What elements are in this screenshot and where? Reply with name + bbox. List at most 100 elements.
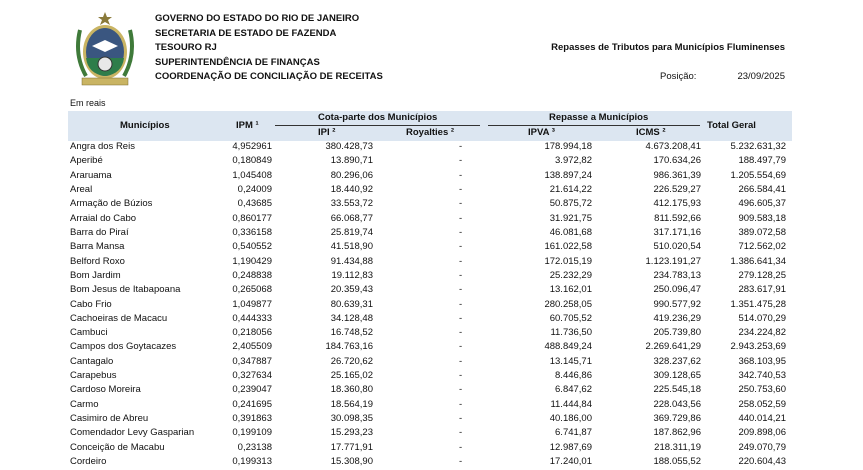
- cell-icms: 188.055,52: [653, 456, 701, 468]
- cell-royalties: -: [459, 355, 463, 367]
- cell-ipva: 8.446,86: [555, 370, 592, 382]
- cell-ipi: 16.748,52: [330, 327, 373, 339]
- col-municipios: Municípios: [120, 120, 170, 131]
- cell-ipva: 6.741,87: [555, 427, 592, 439]
- cell-total: 188.497,79: [738, 155, 786, 167]
- cell-royalties: -: [459, 255, 463, 267]
- cell-total: 496.605,37: [738, 198, 786, 210]
- cell-ipi: 18.564,19: [330, 398, 373, 410]
- cell-ipi: 30.098,35: [330, 413, 373, 425]
- cell-ipm: 0,265068: [232, 284, 272, 296]
- col-total: Total Geral: [707, 120, 756, 131]
- cell-ipm: 1,049877: [232, 298, 272, 310]
- cell-royalties: -: [459, 284, 463, 296]
- cell-ipm: 0,336158: [232, 226, 272, 238]
- cell-ipva: 178.994,18: [544, 141, 592, 152]
- cell-ipva: 6.847,62: [555, 384, 592, 396]
- state-logo: [72, 10, 138, 88]
- cell-icms: 412.175,93: [653, 198, 701, 210]
- cell-icms: 205.739,80: [653, 327, 701, 339]
- cell-icms: 986.361,39: [653, 169, 701, 181]
- cell-total: 220.604,43: [738, 456, 786, 468]
- cell-ipi: 34.128,48: [330, 312, 373, 324]
- table-row: Armação de Búzios 0,43685 33.553,72 - 50.875…: [0, 198, 863, 212]
- cell-ipva: 11.736,50: [550, 327, 592, 339]
- cell-ipi: 184.763,16: [325, 341, 373, 353]
- cell-royalties: -: [459, 341, 463, 353]
- table-row: Comendador Levy Gasparian 0,199109 15.293,…: [0, 427, 863, 441]
- table-row: Cachoeiras de Macacu 0,444333 34.128,48 - 60…: [0, 313, 863, 327]
- cell-royalties: -: [459, 370, 463, 382]
- cell-municipality: Campos dos Goytacazes: [70, 341, 177, 353]
- cell-total: 209.898,06: [738, 427, 786, 439]
- cell-icms: 234.783,13: [653, 269, 701, 281]
- table-row: Cordeiro 0,199313 15.308,90 - 17.240,01 188.0…: [0, 456, 863, 470]
- header-line-secretariat: SECRETARIA DE ESTADO DE FAZENDA: [155, 28, 337, 39]
- cell-royalties: -: [459, 413, 463, 425]
- cell-ipi: 25.819,74: [330, 226, 373, 238]
- cell-ipva: 280.258,05: [544, 298, 592, 310]
- cell-royalties: -: [459, 226, 463, 238]
- table-row: Aperibé 0,180849 13.890,71 - 3.972,82 170.634…: [0, 155, 863, 169]
- cell-municipality: Aperibé: [70, 155, 103, 167]
- cell-royalties: -: [459, 198, 463, 210]
- cell-ipm: 0,391863: [232, 413, 272, 425]
- cell-municipality: Cantagalo: [70, 355, 114, 367]
- cell-ipi: 33.553,72: [330, 198, 373, 210]
- cell-ipm: 0,43685: [237, 198, 272, 210]
- cell-ipm: 2,405509: [232, 341, 272, 353]
- cell-ipva: 13.162,01: [549, 284, 592, 296]
- cell-total: 5.232.631,32: [730, 141, 786, 152]
- table-row: Belford Roxo 1,190429 91.434,88 - 172.015,19…: [0, 256, 863, 270]
- cell-icms: 225.545,18: [653, 384, 701, 396]
- unit-note: Em reais: [70, 98, 106, 108]
- table-row: Carmo 0,241695 18.564,19 - 11.444,84 228.043,…: [0, 399, 863, 413]
- cell-royalties: -: [459, 298, 463, 310]
- cell-ipi: 80.296,06: [330, 169, 373, 181]
- cell-ipi: 66.068,77: [330, 212, 373, 224]
- cell-icms: 328.237,62: [653, 355, 701, 367]
- cell-ipva: 40.186,00: [549, 413, 592, 425]
- cell-ipi: 380.428,73: [325, 141, 373, 152]
- cell-total: 250.753,60: [738, 384, 786, 396]
- cell-municipality: Conceição de Macabu: [70, 441, 165, 453]
- cell-municipality: Araruama: [70, 169, 112, 181]
- cell-municipality: Carmo: [70, 398, 99, 410]
- cell-icms: 419.236,29: [653, 312, 701, 324]
- cell-total: 440.014,21: [738, 413, 786, 425]
- cell-icms: 2.269.641,29: [645, 341, 701, 353]
- cell-icms: 990.577,92: [653, 298, 701, 310]
- cell-municipality: Cordeiro: [70, 456, 107, 468]
- col-ipva: IPVA ³: [528, 127, 555, 138]
- cell-royalties: -: [459, 183, 463, 195]
- header-line-government: GOVERNO DO ESTADO DO RIO DE JANEIRO: [155, 13, 360, 24]
- group-rule: [488, 125, 700, 126]
- cell-ipm: 0,23138: [237, 441, 272, 453]
- cell-total: 283.617,91: [738, 284, 786, 296]
- group-repasse: Repasse a Municípios: [549, 112, 649, 123]
- col-ipm: IPM ¹: [236, 120, 259, 131]
- cell-ipm: 0,199109: [232, 427, 272, 439]
- table-row: Conceição de Macabu 0,23138 17.771,91 - 12.9…: [0, 442, 863, 456]
- cell-ipm: 0,218056: [232, 327, 272, 339]
- table-row: Areal 0,24009 18.440,92 - 21.614,22 226.529,2…: [0, 184, 863, 198]
- header-line-coordination: COORDENAÇÃO DE CONCILIAÇÃO DE RECEITAS: [155, 71, 383, 82]
- cell-ipm: 0,327634: [232, 370, 272, 382]
- cell-municipality: Bom Jesus de Itabapoana: [70, 284, 181, 296]
- cell-municipality: Cabo Frio: [70, 298, 112, 310]
- cell-total: 514.070,29: [738, 312, 786, 324]
- cell-ipi: 26.720,62: [330, 355, 373, 367]
- table-row: Cantagalo 0,347887 26.720,62 - 13.145,71 328.…: [0, 356, 863, 370]
- cell-icms: 4.673.208,41: [645, 141, 701, 152]
- col-royalties: Royalties ²: [406, 127, 455, 138]
- cell-municipality: Cachoeiras de Macacu: [70, 312, 168, 324]
- cell-municipality: Arraial do Cabo: [70, 212, 137, 224]
- cell-ipi: 18.360,80: [330, 384, 373, 396]
- cell-ipva: 50.875,72: [549, 198, 592, 210]
- group-cota-parte: Cota-parte dos Municípios: [318, 112, 438, 123]
- cell-ipm: 0,444333: [232, 312, 272, 324]
- table-row: Cabo Frio 1,049877 80.639,31 - 280.258,05 990…: [0, 299, 863, 313]
- cell-royalties: -: [459, 441, 463, 453]
- cell-ipva: 46.081,68: [549, 226, 592, 238]
- cell-ipva: 13.145,71: [549, 355, 592, 367]
